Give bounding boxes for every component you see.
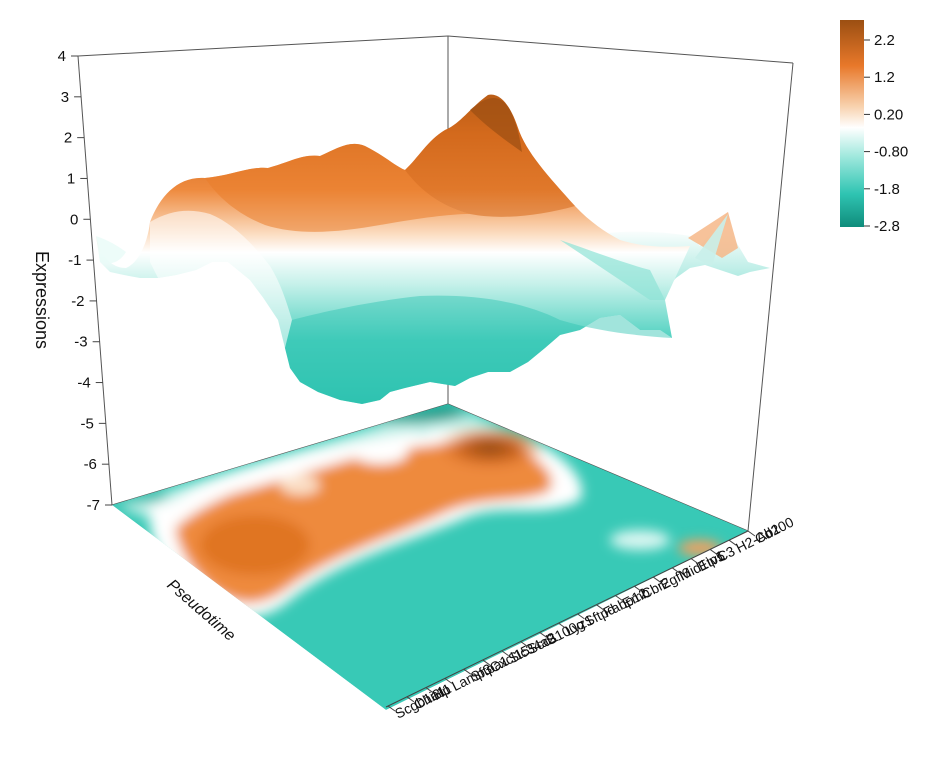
gene-tick-mark — [501, 650, 509, 657]
colorbar-tick-label: 0.20 — [874, 106, 903, 123]
gene-tick-mark — [387, 705, 396, 712]
gene-tick-mark — [634, 585, 642, 592]
gene-tick-mark — [482, 659, 491, 666]
gene-tick-mark — [444, 677, 453, 684]
gene-tick-mark — [709, 549, 718, 555]
gene-tick-mark — [652, 576, 661, 583]
gene-tick-mark — [520, 641, 528, 647]
z-tick-label: -1 — [68, 252, 81, 269]
z-tick-label: 4 — [58, 48, 66, 65]
gene-tick-mark — [558, 622, 566, 629]
gene-tick-mark — [690, 558, 699, 565]
colorbar-gradient — [840, 20, 864, 227]
gene-tick-label: C3 — [714, 543, 737, 565]
z-axis-line — [77, 55, 113, 506]
gene-tick-mark — [615, 595, 623, 601]
colorbar-tick-label: 1.2 — [874, 69, 895, 86]
z-tick-label: -7 — [87, 497, 100, 514]
top-left-edge — [77, 35, 449, 57]
z-tick-label: 1 — [67, 170, 75, 187]
gene-tick-label: Cd200 — [752, 514, 796, 547]
z-axis-title: Expressions — [32, 251, 52, 349]
colorbar-ticks: 2.2 1.2 0.20 -0.80 -1.8 -2.8 — [864, 32, 908, 235]
surface — [96, 94, 770, 405]
gene-tick-label: Hp — [430, 681, 453, 703]
gene-tick-mark — [425, 687, 434, 693]
colorbar-tick-label: 2.2 — [874, 32, 895, 49]
z-tick-label: -3 — [74, 334, 87, 351]
colorbar: 2.2 1.2 0.20 -0.80 -1.8 -2.8 — [840, 20, 908, 235]
gene-tick-mark — [728, 539, 737, 546]
z-tick-label: 3 — [61, 89, 69, 106]
gene-tick-mark — [406, 696, 415, 703]
gene-tick-mark — [539, 631, 547, 638]
right-vertical-line — [747, 62, 794, 532]
z-tick-label: 2 — [64, 130, 72, 147]
gene-tick-mark — [671, 567, 680, 574]
gene-tick-mark — [596, 604, 604, 611]
z-axis-ticks: 4 3 2 1 0 -1 -2 -3 -4 -5 -6 -7 — [58, 48, 112, 514]
z-tick-label: -6 — [84, 456, 97, 473]
z-tick-label: -5 — [80, 415, 93, 432]
colorbar-tick-label: -0.80 — [874, 144, 908, 161]
z-tick-label: 0 — [70, 211, 78, 228]
gene-tick-mark — [463, 668, 472, 675]
colorbar-tick-label: -1.8 — [874, 181, 900, 198]
floor-heatmap — [112, 404, 748, 710]
gene-tick-mark — [747, 530, 756, 537]
gene-tick-mark — [577, 613, 585, 620]
colorbar-tick-label: -2.8 — [874, 218, 900, 235]
z-tick-label: -2 — [71, 293, 84, 310]
gene-axis-line — [385, 530, 749, 708]
z-tick-label: -4 — [77, 375, 90, 392]
top-right-edge — [447, 35, 794, 64]
